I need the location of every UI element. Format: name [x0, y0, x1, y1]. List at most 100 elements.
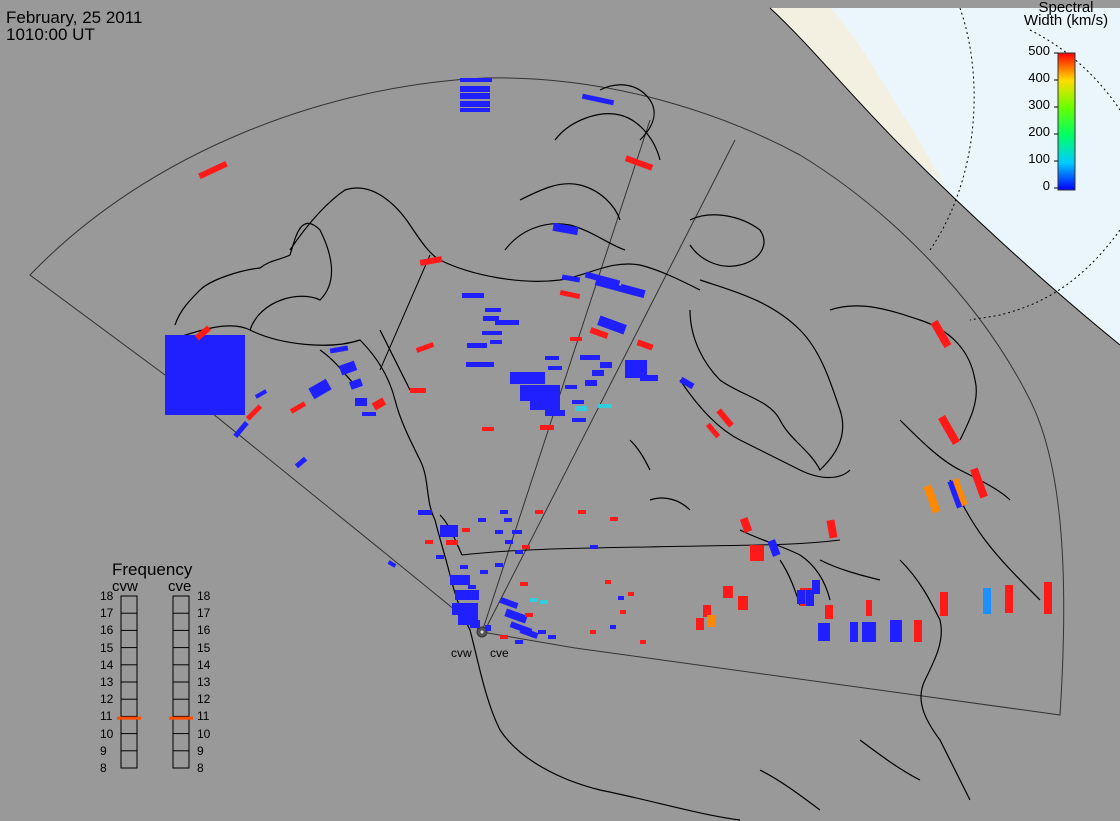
echo-cell	[952, 477, 968, 507]
frequency-tick-left: 10	[100, 726, 114, 741]
echo-cell	[289, 401, 307, 414]
echo-cell	[504, 518, 512, 522]
echo-cell	[640, 640, 646, 644]
echo-cell	[767, 539, 781, 557]
frequency-tick-right: 14	[197, 657, 211, 672]
echo-cell	[739, 517, 753, 533]
colorbar-tick-100: 100	[1028, 151, 1050, 166]
echo-cell	[598, 404, 612, 408]
echo-cell	[468, 585, 476, 589]
echo-cell	[750, 545, 764, 561]
terminator-line	[769, 7, 1120, 346]
echo-cell	[512, 530, 522, 534]
frequency-tick-right: 15	[197, 640, 211, 655]
echo-cell	[930, 319, 952, 349]
echo-cell	[565, 385, 577, 389]
echo-cell	[504, 608, 528, 624]
frequency-tick-right: 9	[197, 743, 204, 758]
echo-cell	[610, 625, 616, 629]
echo-cell	[738, 596, 748, 610]
frequency-tick-right: 18	[197, 589, 211, 603]
echo-cell	[233, 420, 249, 439]
echo-cell	[575, 406, 587, 411]
echo-cell	[570, 337, 582, 341]
echo-cell	[590, 545, 598, 549]
colorbar-tick-200: 200	[1028, 124, 1050, 139]
echo-cell	[552, 222, 579, 236]
echo-cell	[610, 517, 618, 521]
echo-cell	[355, 398, 367, 406]
echo-cell	[495, 530, 503, 534]
colorbar-ticks	[1054, 52, 1058, 189]
echo-cell	[490, 340, 502, 344]
echo-cell	[410, 388, 426, 393]
echo-cell	[483, 316, 499, 321]
echo-cell	[818, 623, 830, 641]
echo-cell	[806, 590, 814, 606]
political-boundaries	[379, 254, 841, 556]
frequency-tick-right: 16	[197, 623, 211, 638]
echo-cell	[482, 427, 494, 431]
echo-cell	[480, 570, 488, 574]
echo-cell	[515, 550, 523, 554]
echo-cell	[600, 362, 612, 368]
echo-cell	[545, 356, 559, 360]
frequency-radar-cvw: cvw	[112, 578, 138, 595]
echo-cell	[618, 596, 624, 600]
echo-cell	[329, 345, 349, 354]
echo-cell	[914, 620, 922, 642]
frequency-tick-right: 11	[197, 709, 210, 724]
echo-cell	[169, 341, 183, 354]
echo-cell	[538, 630, 546, 634]
echo-cell	[460, 78, 492, 82]
colorbar-title-line1: Spectral	[1038, 0, 1094, 16]
echo-cell	[862, 622, 876, 642]
field-of-view-outline	[29, 77, 1065, 716]
frequency-tick-right: 10	[197, 726, 211, 741]
echo-cell	[535, 510, 543, 514]
echo-cell	[1005, 585, 1013, 613]
echo-cell	[585, 380, 597, 386]
time-label: 1010:00 UT	[6, 25, 95, 44]
echo-cell	[478, 518, 486, 522]
echo-cell	[495, 563, 503, 567]
echo-cell	[561, 274, 581, 283]
echo-cell	[482, 331, 502, 335]
frequency-grid	[121, 595, 189, 769]
colorbar-tick-300: 300	[1028, 97, 1050, 112]
frequency-tick-right: 13	[197, 675, 211, 689]
echo-cell	[500, 635, 508, 639]
echo-cell	[462, 293, 484, 298]
frequency-tick-right: 8	[197, 761, 204, 775]
echo-cell	[983, 588, 991, 614]
echo-cell	[636, 339, 654, 351]
beam-boundary-left	[481, 119, 651, 633]
echo-cell	[520, 385, 560, 401]
echo-cell	[466, 362, 494, 367]
echo-cell	[499, 597, 519, 609]
echo-cell	[705, 422, 721, 439]
echo-cell	[419, 256, 443, 266]
echo-cell	[625, 360, 647, 378]
frequency-title: Frequency	[112, 560, 193, 579]
echo-cell	[455, 590, 479, 600]
echo-cell	[425, 540, 433, 544]
frequency-tick-left: 15	[100, 640, 114, 655]
echo-cell	[970, 467, 988, 499]
echo-cell	[485, 625, 491, 631]
colorbar-title-line2: Width (km/s)	[1023, 12, 1109, 29]
echo-cell	[703, 605, 711, 617]
echo-cell	[460, 86, 490, 92]
echo-cell	[597, 315, 627, 335]
site-label-cvw: cvw	[451, 646, 472, 660]
echo-cell	[450, 575, 470, 585]
echo-cell	[462, 528, 470, 532]
echo-cell	[294, 456, 308, 469]
echo-cell	[348, 378, 364, 390]
echo-cell	[540, 425, 554, 430]
echo-cell	[850, 622, 858, 642]
echo-cell	[679, 376, 695, 390]
latitude-circle-2	[969, 229, 1120, 321]
echo-cell	[530, 400, 560, 410]
